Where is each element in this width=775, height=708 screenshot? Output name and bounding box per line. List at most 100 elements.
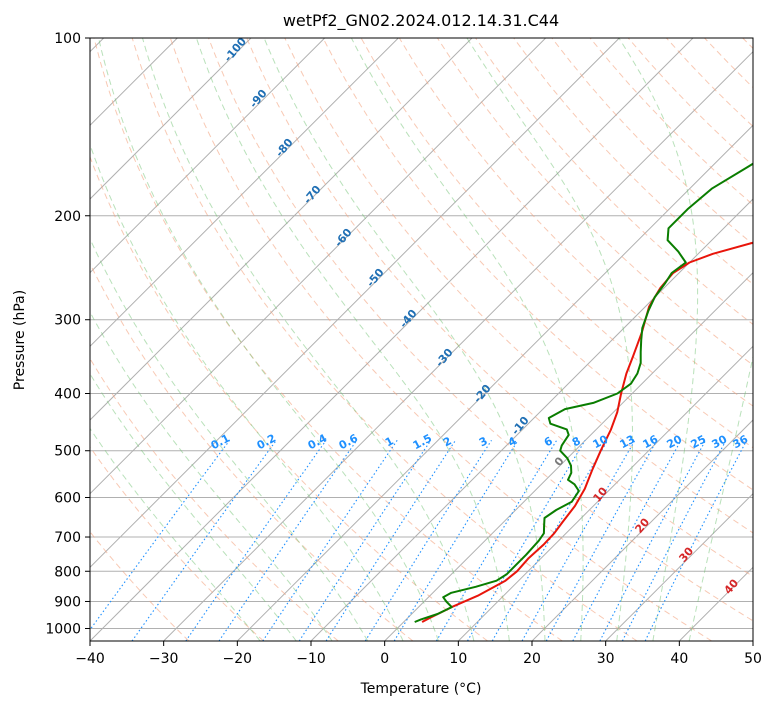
mixing-ratio-line xyxy=(467,440,586,641)
dry-adiabat-label: 20 xyxy=(632,515,652,535)
mixing-ratio-label: 13 xyxy=(618,433,638,452)
isotherm xyxy=(236,124,753,641)
dry-adiabat xyxy=(246,38,753,578)
mixing-ratio-line xyxy=(131,439,277,641)
mixing-ratio-line xyxy=(325,439,456,641)
y-tick-label: 900 xyxy=(54,594,81,610)
x-tick-label: 30 xyxy=(597,651,615,667)
dry-adiabat xyxy=(93,38,563,641)
x-tick-label: 0 xyxy=(380,651,389,667)
y-tick-label: 500 xyxy=(54,444,81,460)
isotherm xyxy=(90,38,326,274)
dry-adiabat xyxy=(742,38,753,50)
series-line-2 xyxy=(414,162,753,623)
isotherm xyxy=(752,640,753,641)
mixing-ratio-line xyxy=(545,440,658,641)
mixing-ratio-label: 1 xyxy=(383,434,396,449)
dry-adiabat xyxy=(169,38,712,641)
dry-adiabat xyxy=(90,357,339,641)
moist-adiabat xyxy=(142,38,475,641)
dry-adiabat-label: -100 xyxy=(221,35,249,65)
mixing-ratio-label: 0.6 xyxy=(337,431,361,452)
mixing-ratio-label: 0.2 xyxy=(255,432,278,453)
dry-adiabat xyxy=(551,38,753,245)
x-tick-label: −40 xyxy=(75,651,105,667)
mixing-ratio-line xyxy=(393,440,519,641)
mixing-ratio-label: 16 xyxy=(641,432,661,451)
mixing-ratio-label: 10 xyxy=(591,432,611,451)
moist-adiabat xyxy=(90,427,261,641)
isotherm xyxy=(678,566,753,641)
y-tick-label: 600 xyxy=(54,490,81,506)
y-tick-label: 300 xyxy=(54,313,81,329)
dry-adiabat xyxy=(90,155,488,641)
x-tick-label: 20 xyxy=(523,651,541,667)
isotherm xyxy=(90,38,399,348)
isotherm xyxy=(310,198,753,641)
dry-adiabat xyxy=(208,38,753,622)
y-axis-label: Pressure (hPa) xyxy=(12,290,28,390)
mixing-ratio-label: 20 xyxy=(665,432,685,451)
mixing-ratio-line xyxy=(364,440,492,641)
moist-adiabat xyxy=(90,237,369,641)
background-lines xyxy=(90,38,753,641)
x-tick-label: 40 xyxy=(670,651,688,667)
y-tick-label: 400 xyxy=(54,387,81,403)
mixing-ratio-line xyxy=(185,439,327,641)
y-tick-label: 200 xyxy=(54,209,81,225)
moist-adiabat xyxy=(350,38,584,641)
moist-adiabat xyxy=(90,311,333,641)
moist-adiabat xyxy=(263,38,546,641)
dry-adiabat xyxy=(90,446,264,641)
dry-adiabat xyxy=(475,38,753,325)
y-tick-label: 700 xyxy=(54,530,81,546)
mixing-ratio-label: 30 xyxy=(710,432,730,451)
dry-adiabat-label: -50 xyxy=(364,266,387,290)
isotherm xyxy=(90,38,473,421)
dry-adiabat xyxy=(90,262,414,641)
x-tick-label: −20 xyxy=(223,651,253,667)
mixing-ratio-label: 1.5 xyxy=(411,432,434,453)
dry-adiabat xyxy=(284,38,753,534)
dry-adiabat xyxy=(704,38,753,89)
series-layer xyxy=(414,162,753,623)
x-tick-label: 10 xyxy=(449,651,467,667)
isotherm xyxy=(90,38,252,200)
mixing-ratio-label: 6 xyxy=(542,434,555,449)
mixing-ratio-line xyxy=(644,440,748,641)
mixing-ratio-label: 25 xyxy=(689,433,709,452)
moist-adiabat xyxy=(90,143,404,641)
dry-adiabat xyxy=(322,38,753,491)
x-axis: −40 −30 −20 −10 0 10 20 30 40 50 xyxy=(75,641,762,667)
isotherm xyxy=(90,38,694,641)
x-tick-label: −30 xyxy=(149,651,179,667)
moist-adiabat xyxy=(90,372,297,641)
dry-adiabat-label: -90 xyxy=(247,87,270,111)
moist-adiabat xyxy=(688,354,753,641)
mixing-ratio-line xyxy=(90,439,231,631)
dry-adiabat-label: -60 xyxy=(332,226,355,250)
y-tick-label: 100 xyxy=(54,31,81,47)
x-axis-label: Temperature (°C) xyxy=(360,681,482,697)
dry-adiabat-label: 40 xyxy=(721,576,741,596)
mixing-ratio-line xyxy=(218,439,358,641)
mixing-ratio-label: 0.4 xyxy=(306,431,330,452)
isotherm xyxy=(90,38,620,569)
mixing-ratio-line xyxy=(491,440,609,641)
x-tick-label: −10 xyxy=(296,651,326,667)
mixing-ratio-line xyxy=(599,440,707,641)
plot-frame xyxy=(89,37,754,642)
isotherm xyxy=(90,38,547,495)
isotherm xyxy=(163,50,753,641)
dry-adiabat-label: 30 xyxy=(676,544,696,564)
mixing-ratio-line xyxy=(621,440,727,641)
dry-adiabat-label: -40 xyxy=(397,307,420,331)
dry-adiabat xyxy=(131,38,638,641)
mixing-ratio-label: 0.1 xyxy=(209,432,232,453)
chart-title: wetPf2_GN02.2024.012.14.31.C44 xyxy=(283,11,559,31)
dry-adiabat-label: -70 xyxy=(301,183,324,207)
y-tick-label: 800 xyxy=(54,564,81,580)
mixing-ratio-line xyxy=(521,440,636,641)
mixing-ratio-line xyxy=(262,439,398,641)
